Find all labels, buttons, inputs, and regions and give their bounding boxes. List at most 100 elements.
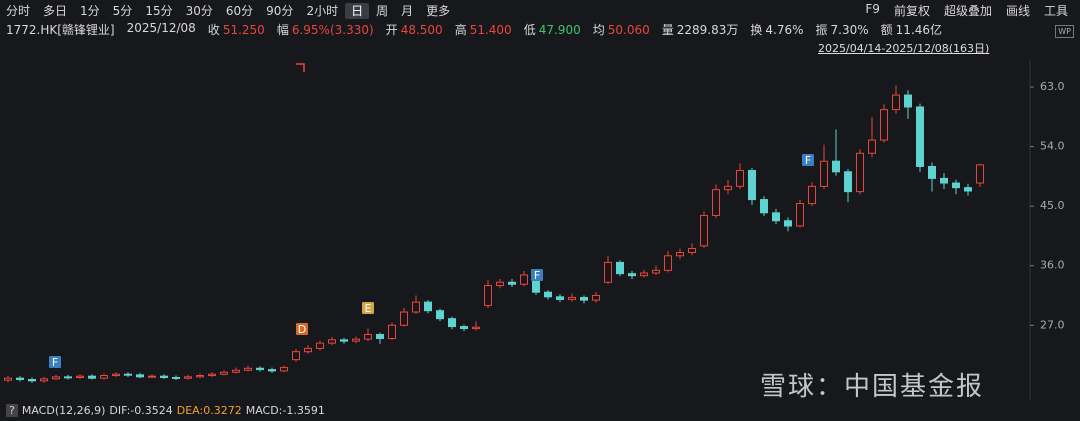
period-tab[interactable]: 分时 bbox=[6, 3, 31, 18]
candle-body bbox=[328, 339, 336, 344]
field-label: 均 bbox=[592, 23, 605, 37]
quote-field: 均 50.060 bbox=[593, 21, 650, 38]
field-value: 51.250 bbox=[222, 23, 265, 37]
candle-body bbox=[568, 296, 576, 300]
candle-body bbox=[160, 375, 168, 379]
period-tab[interactable]: 更多 bbox=[426, 3, 451, 18]
event-label: F bbox=[805, 154, 811, 167]
candle-body bbox=[976, 164, 984, 184]
candle-body bbox=[508, 281, 516, 285]
period-tab[interactable]: 5分 bbox=[112, 3, 133, 18]
candle-body bbox=[352, 338, 360, 342]
candle-body bbox=[928, 165, 936, 179]
field-label: 高 bbox=[454, 23, 467, 37]
period-tab[interactable]: 1分 bbox=[80, 3, 100, 18]
period-tab[interactable]: 60分 bbox=[225, 3, 254, 18]
candle-body bbox=[580, 296, 588, 301]
field-label: 幅 bbox=[276, 23, 289, 37]
candle-body bbox=[484, 285, 492, 306]
candle-body bbox=[280, 367, 288, 372]
candle-body bbox=[208, 373, 216, 377]
candle-body bbox=[412, 301, 420, 313]
field-value: 51.400 bbox=[469, 23, 512, 37]
field-label: 振 bbox=[815, 23, 828, 37]
candle-body bbox=[556, 296, 564, 300]
tool-button[interactable]: 画线 bbox=[1005, 4, 1030, 18]
candle-body bbox=[52, 376, 60, 380]
candle-body bbox=[124, 373, 132, 376]
candle-body bbox=[448, 318, 456, 328]
period-tab[interactable]: 周 bbox=[376, 3, 389, 18]
candle-body bbox=[364, 334, 372, 340]
field-value: 6.95%(3.330) bbox=[291, 23, 374, 37]
candle-body bbox=[4, 377, 12, 381]
help[interactable]: ? bbox=[6, 404, 18, 417]
candle-body bbox=[700, 214, 708, 247]
candle-body bbox=[112, 373, 120, 377]
event-label: F bbox=[534, 269, 540, 282]
candle-body bbox=[136, 374, 144, 378]
candle-body bbox=[868, 139, 876, 154]
candle-body bbox=[784, 220, 792, 227]
macd: MACD:-1.3591 bbox=[245, 404, 325, 417]
candle-body bbox=[100, 375, 108, 379]
event-label: E bbox=[365, 302, 372, 315]
event-marker bbox=[49, 356, 61, 368]
dea: DEA:0.3272 bbox=[176, 404, 242, 417]
y-tick-label: 45.0 bbox=[1040, 199, 1065, 212]
tool-button[interactable]: 前复权 bbox=[893, 4, 930, 18]
quote-field: 高 51.400 bbox=[455, 21, 512, 38]
field-label: 开 bbox=[385, 23, 398, 37]
candle-body bbox=[604, 261, 612, 283]
period-tab[interactable]: 2小时 bbox=[306, 3, 339, 18]
periods: 分时 多日 1分 5分 15分 30分 60分 90分 2小时日周月更多 bbox=[0, 2, 457, 19]
candle-body bbox=[880, 109, 888, 141]
indicator: ? MACD(12,26,9) DIF:-0.3524 DEA:0.3272 M… bbox=[6, 404, 325, 417]
candle-body bbox=[796, 203, 804, 227]
candle-body bbox=[748, 169, 756, 201]
range[interactable]: 2025/04/14-2025/12/08(163日) bbox=[818, 42, 990, 55]
candle-body bbox=[904, 94, 912, 108]
candle-body bbox=[316, 342, 324, 349]
candle-body bbox=[472, 326, 480, 330]
period-tab[interactable]: 90分 bbox=[266, 3, 294, 18]
tool-button[interactable]: 工具 bbox=[1043, 4, 1068, 18]
candle-body bbox=[664, 255, 672, 271]
candle-body bbox=[232, 369, 240, 373]
period-tab[interactable]: 30分 bbox=[185, 3, 213, 18]
candle-body bbox=[376, 334, 384, 339]
y-tick-label: 27.0 bbox=[1040, 318, 1065, 331]
candle-body bbox=[148, 375, 156, 378]
candle-body bbox=[220, 371, 228, 375]
event-marker bbox=[531, 269, 543, 281]
icon[interactable]: WP bbox=[1055, 25, 1074, 38]
period-tab[interactable]: 15分 bbox=[145, 3, 173, 18]
event-marker bbox=[362, 302, 374, 314]
candle-body bbox=[196, 375, 204, 378]
period-tab[interactable]: 多日 bbox=[43, 3, 68, 18]
y-tick-label: 63.0 bbox=[1040, 80, 1065, 93]
candle-body bbox=[628, 273, 636, 277]
candle-body bbox=[520, 274, 528, 285]
quote-field: 换 4.76% bbox=[750, 21, 803, 38]
tool-button[interactable]: F9 bbox=[865, 2, 880, 16]
tool-button[interactable]: 超级叠加 bbox=[943, 4, 992, 18]
candle-body bbox=[268, 369, 276, 372]
field-value: 4.76% bbox=[765, 23, 804, 37]
candle-body bbox=[16, 377, 24, 380]
candle-body bbox=[88, 375, 96, 379]
event-label: D bbox=[298, 323, 306, 336]
candle-body bbox=[400, 311, 408, 326]
candle-body bbox=[436, 310, 444, 320]
period-tab[interactable]: 月 bbox=[401, 3, 414, 18]
period-tab[interactable]: 日 bbox=[345, 2, 370, 19]
candle-body bbox=[736, 169, 744, 187]
candle-body bbox=[856, 152, 864, 193]
quote-field: 振 7.30% bbox=[816, 21, 869, 38]
field-value: 47.900 bbox=[538, 23, 581, 37]
candle-body bbox=[388, 324, 396, 339]
candle-body bbox=[172, 377, 180, 380]
event-marker bbox=[802, 154, 814, 166]
candle-body bbox=[304, 347, 312, 353]
